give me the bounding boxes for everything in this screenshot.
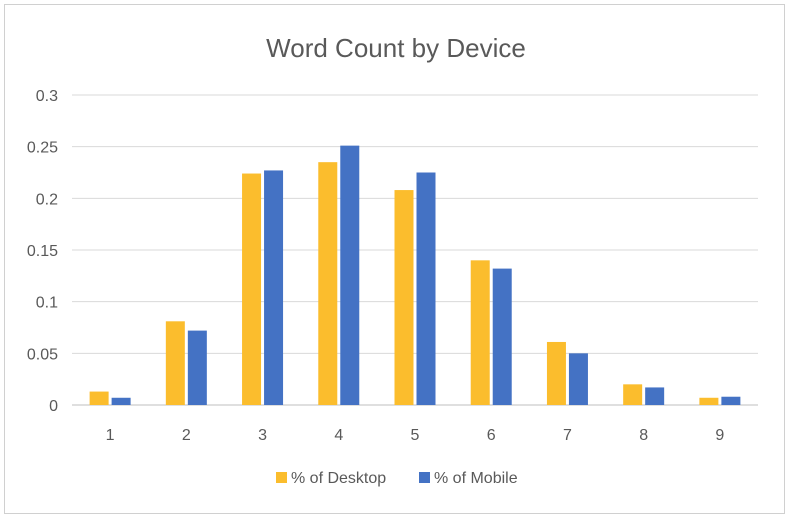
y-tick-label: 0.15 xyxy=(27,243,58,260)
bar-mobile-4 xyxy=(340,145,360,405)
bar-desktop-2 xyxy=(165,321,185,405)
bar-mobile-9 xyxy=(721,396,741,405)
bar-desktop-5 xyxy=(394,190,414,405)
y-tick-label: 0.25 xyxy=(27,140,58,157)
bar-desktop-8 xyxy=(623,384,643,405)
legend-swatch xyxy=(419,472,430,483)
bar-desktop-3 xyxy=(242,173,262,405)
bar-mobile-5 xyxy=(416,172,436,405)
bar-desktop-9 xyxy=(699,397,719,405)
bar-mobile-1 xyxy=(111,397,131,405)
bars xyxy=(89,145,741,405)
bar-mobile-6 xyxy=(492,268,512,405)
bar-mobile-8 xyxy=(645,387,665,405)
legend-label: % of Desktop xyxy=(291,470,386,487)
legend: % of Desktop % of Mobile xyxy=(276,470,518,487)
bar-desktop-1 xyxy=(89,391,109,405)
x-tick-label: 6 xyxy=(487,427,496,444)
legend-label: % of Mobile xyxy=(434,470,518,487)
bar-desktop-6 xyxy=(470,260,490,405)
x-tick-label: 1 xyxy=(106,427,115,444)
y-tick-label: 0.05 xyxy=(27,346,58,363)
x-tick-label: 9 xyxy=(715,427,724,444)
x-tick-label: 5 xyxy=(411,427,420,444)
x-tick-label: 7 xyxy=(563,427,572,444)
y-tick-label: 0.2 xyxy=(36,191,58,208)
chart-title: Word Count by Device xyxy=(266,33,526,63)
y-tick-label: 0 xyxy=(49,398,58,415)
y-tick-label: 0.3 xyxy=(36,88,58,105)
bar-mobile-7 xyxy=(568,353,588,405)
y-axis-ticks: 0 0.05 0.1 0.15 0.2 0.25 0.3 xyxy=(27,88,58,415)
y-tick-label: 0.1 xyxy=(36,295,58,312)
bar-mobile-2 xyxy=(187,330,207,405)
gridlines xyxy=(72,94,758,406)
x-axis-ticks: 1 2 3 4 5 6 7 8 9 xyxy=(106,427,725,444)
x-tick-label: 2 xyxy=(182,427,191,444)
bar-desktop-4 xyxy=(318,162,338,405)
legend-swatch xyxy=(276,472,287,483)
bar-mobile-3 xyxy=(264,170,284,405)
x-tick-label: 3 xyxy=(258,427,267,444)
x-tick-label: 8 xyxy=(639,427,648,444)
bar-desktop-7 xyxy=(546,341,566,405)
x-tick-label: 4 xyxy=(334,427,343,444)
